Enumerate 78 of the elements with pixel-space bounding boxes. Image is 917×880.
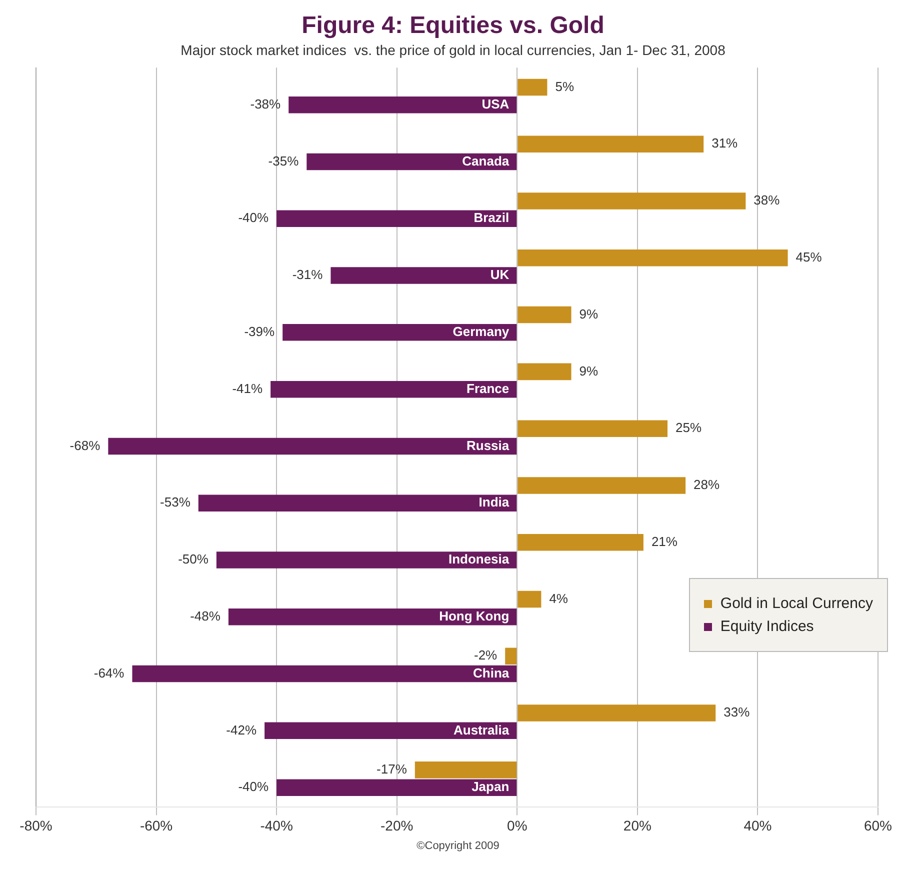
bar — [288, 96, 517, 114]
data-label: 33% — [724, 704, 750, 720]
y-tick-label: USA — [482, 96, 510, 112]
bar — [198, 494, 517, 512]
x-tick-label: 60% — [864, 817, 892, 834]
data-label: 38% — [754, 192, 780, 208]
bar — [518, 534, 644, 551]
bar — [518, 78, 548, 96]
bar — [276, 210, 517, 228]
bar — [518, 590, 542, 608]
y-tick-label: India — [478, 494, 510, 510]
y-tick-label: France — [466, 380, 510, 396]
bar — [518, 250, 788, 266]
bar — [518, 192, 746, 210]
bar — [330, 267, 517, 284]
bar — [108, 438, 517, 455]
y-tick-label: Germany — [452, 324, 510, 340]
data-label: -40% — [238, 210, 269, 226]
data-label: 5% — [555, 78, 574, 94]
bar — [132, 665, 517, 682]
data-label: -17% — [376, 762, 408, 777]
y-tick-label: Hong Kong — [439, 608, 510, 624]
x-tick-label: 20% — [623, 817, 652, 834]
data-label: -42% — [226, 722, 257, 738]
legend-label: Equity Indices — [720, 618, 814, 635]
data-label: -39% — [244, 324, 276, 340]
bar — [518, 306, 572, 324]
chart-subtitle: Major stock market indices vs. the price of gold in local currencies, Jan 1- Dec 31, 2008 — [180, 42, 726, 58]
x-tick-label: -40% — [260, 817, 293, 834]
bar — [270, 380, 517, 398]
bar — [216, 552, 517, 568]
y-tick-label: Australia — [454, 722, 510, 738]
x-tick-label: 0% — [507, 817, 528, 834]
bar — [518, 136, 704, 152]
text: ©Copyright 2009 — [416, 840, 500, 852]
data-label: -50% — [178, 552, 209, 567]
data-label: 21% — [651, 534, 678, 549]
data-label: 4% — [549, 590, 568, 606]
bar — [306, 153, 517, 170]
y-tick-label: Japan — [472, 779, 510, 794]
data-label: -41% — [232, 380, 263, 396]
data-label: -2% — [474, 648, 498, 663]
bar — [518, 420, 668, 437]
chart-title: Figure 4: Equities vs. Gold — [302, 12, 604, 40]
y-tick-label: Indonesia — [448, 552, 510, 567]
data-label: 45% — [796, 249, 822, 264]
y-tick-label: Russia — [466, 438, 510, 453]
data-label: -38% — [250, 96, 282, 112]
y-tick-label: Brazil — [474, 210, 510, 226]
data-label: -48% — [190, 608, 221, 624]
data-label: -31% — [292, 267, 324, 282]
legend-label: Gold in Local Currency — [720, 595, 873, 612]
data-label: -35% — [268, 153, 300, 168]
x-tick-label: -60% — [140, 817, 173, 834]
bar — [228, 608, 517, 626]
data-label: -68% — [70, 438, 101, 453]
x-tick-label: -20% — [380, 817, 414, 834]
bar — [282, 324, 517, 341]
bar — [518, 477, 686, 494]
data-label: 31% — [712, 136, 738, 151]
y-tick-label: Canada — [462, 153, 510, 168]
data-label: -64% — [94, 665, 125, 680]
data-label: 9% — [579, 363, 598, 378]
bar — [518, 704, 716, 722]
y-tick-label: China — [473, 665, 510, 680]
data-label: -40% — [238, 779, 269, 794]
data-label: 9% — [579, 306, 598, 322]
x-tick-label: 40% — [744, 817, 772, 834]
data-label: -53% — [160, 494, 191, 510]
bar — [414, 762, 517, 778]
x-tick-label: -80% — [20, 817, 52, 834]
bar — [276, 779, 517, 796]
bar — [505, 648, 517, 665]
data-label: 25% — [676, 420, 702, 436]
data-label: 28% — [694, 477, 720, 492]
y-tick-label: UK — [490, 267, 510, 282]
bar — [264, 722, 517, 740]
bar — [518, 363, 572, 380]
